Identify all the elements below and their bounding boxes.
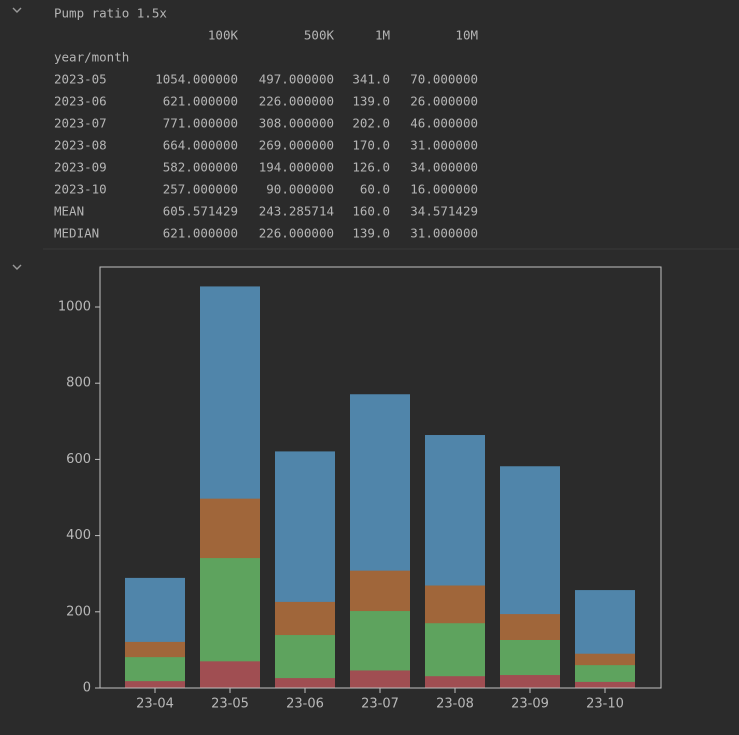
table-cell: 341.0: [352, 72, 390, 87]
table-cell: 170.0: [352, 138, 390, 153]
collapse-toggle[interactable]: [12, 264, 22, 270]
table-cell: 31.000000: [410, 138, 478, 153]
table-cell: 269.000000: [259, 138, 334, 153]
table-cell: 60.0: [360, 182, 390, 197]
table-cell: 34.571429: [410, 204, 478, 219]
table-cell: 34.000000: [410, 160, 478, 175]
table-cell: 1054.000000: [155, 72, 238, 87]
table-cell: 226.000000: [259, 226, 334, 241]
table-cell: 160.0: [352, 204, 390, 219]
row-label: MEDIAN: [54, 226, 99, 241]
column-header: 1M: [375, 28, 390, 43]
column-header: 100K: [208, 28, 239, 43]
y-tick-label: 600: [66, 452, 91, 467]
table-cell: 31.000000: [410, 226, 478, 241]
row-label: 2023-07: [54, 116, 107, 131]
x-tick-label: 23-08: [436, 697, 474, 712]
y-tick-label: 1000: [58, 300, 91, 315]
bar: [200, 661, 260, 688]
column-header: 10M: [455, 28, 478, 43]
row-label: MEAN: [54, 204, 84, 219]
output-title: Pump ratio 1.5x: [54, 6, 167, 21]
table-cell: 621.000000: [163, 94, 238, 109]
bar: [350, 670, 410, 688]
table-cell: 26.000000: [410, 94, 478, 109]
table-cell: 243.285714: [259, 204, 334, 219]
collapse-toggle[interactable]: [12, 7, 22, 13]
row-label: 2023-09: [54, 160, 107, 175]
x-tick-label: 23-04: [136, 697, 174, 712]
table-cell: 582.000000: [163, 160, 238, 175]
column-header: 500K: [304, 28, 335, 43]
table-cell: 497.000000: [259, 72, 334, 87]
table-cell: 308.000000: [259, 116, 334, 131]
table-cell: 139.0: [352, 94, 390, 109]
chart: 0 200 400 600 800 1000 23-04 23-05 23-06 23-07 23-…: [58, 286, 635, 712]
y-tick-label: 800: [66, 376, 91, 391]
table-cell: 70.000000: [410, 72, 478, 87]
x-tick-label: 23-06: [286, 697, 324, 712]
table-cell: 226.000000: [259, 94, 334, 109]
row-label: 2023-06: [54, 94, 107, 109]
row-label: 2023-05: [54, 72, 107, 87]
plot-frame: [99, 266, 662, 689]
x-tick-label: 23-07: [361, 697, 399, 712]
y-tick-label: 400: [66, 528, 91, 543]
table-cell: 605.571429: [163, 204, 238, 219]
x-tick-label: 23-05: [211, 697, 249, 712]
table-cell: 771.000000: [163, 116, 238, 131]
bar: [575, 681, 635, 688]
table-cell: 139.0: [352, 226, 390, 241]
y-tick-label: 200: [66, 604, 91, 619]
bar: [125, 681, 185, 688]
table-cell: 257.000000: [163, 182, 238, 197]
bar: [500, 675, 560, 688]
table-cell: 194.000000: [259, 160, 334, 175]
table-cell: 126.0: [352, 160, 390, 175]
bar: [425, 676, 485, 688]
table-cell: 16.000000: [410, 182, 478, 197]
output-table: 100K 500K 1M 10M 2023-05 1054.000000 497.00000…: [54, 28, 478, 241]
row-label: 2023-08: [54, 138, 107, 153]
y-tick-label: 0: [83, 681, 91, 696]
bar: [275, 678, 335, 688]
table-cell: 46.000000: [410, 116, 478, 131]
x-tick-label: 23-10: [586, 697, 624, 712]
index-name: year/month: [54, 50, 129, 65]
table-cell: 90.000000: [266, 182, 334, 197]
x-tick-label: 23-09: [511, 697, 549, 712]
row-label: 2023-10: [54, 182, 107, 197]
table-cell: 202.0: [352, 116, 390, 131]
table-cell: 664.000000: [163, 138, 238, 153]
table-cell: 621.000000: [163, 226, 238, 241]
